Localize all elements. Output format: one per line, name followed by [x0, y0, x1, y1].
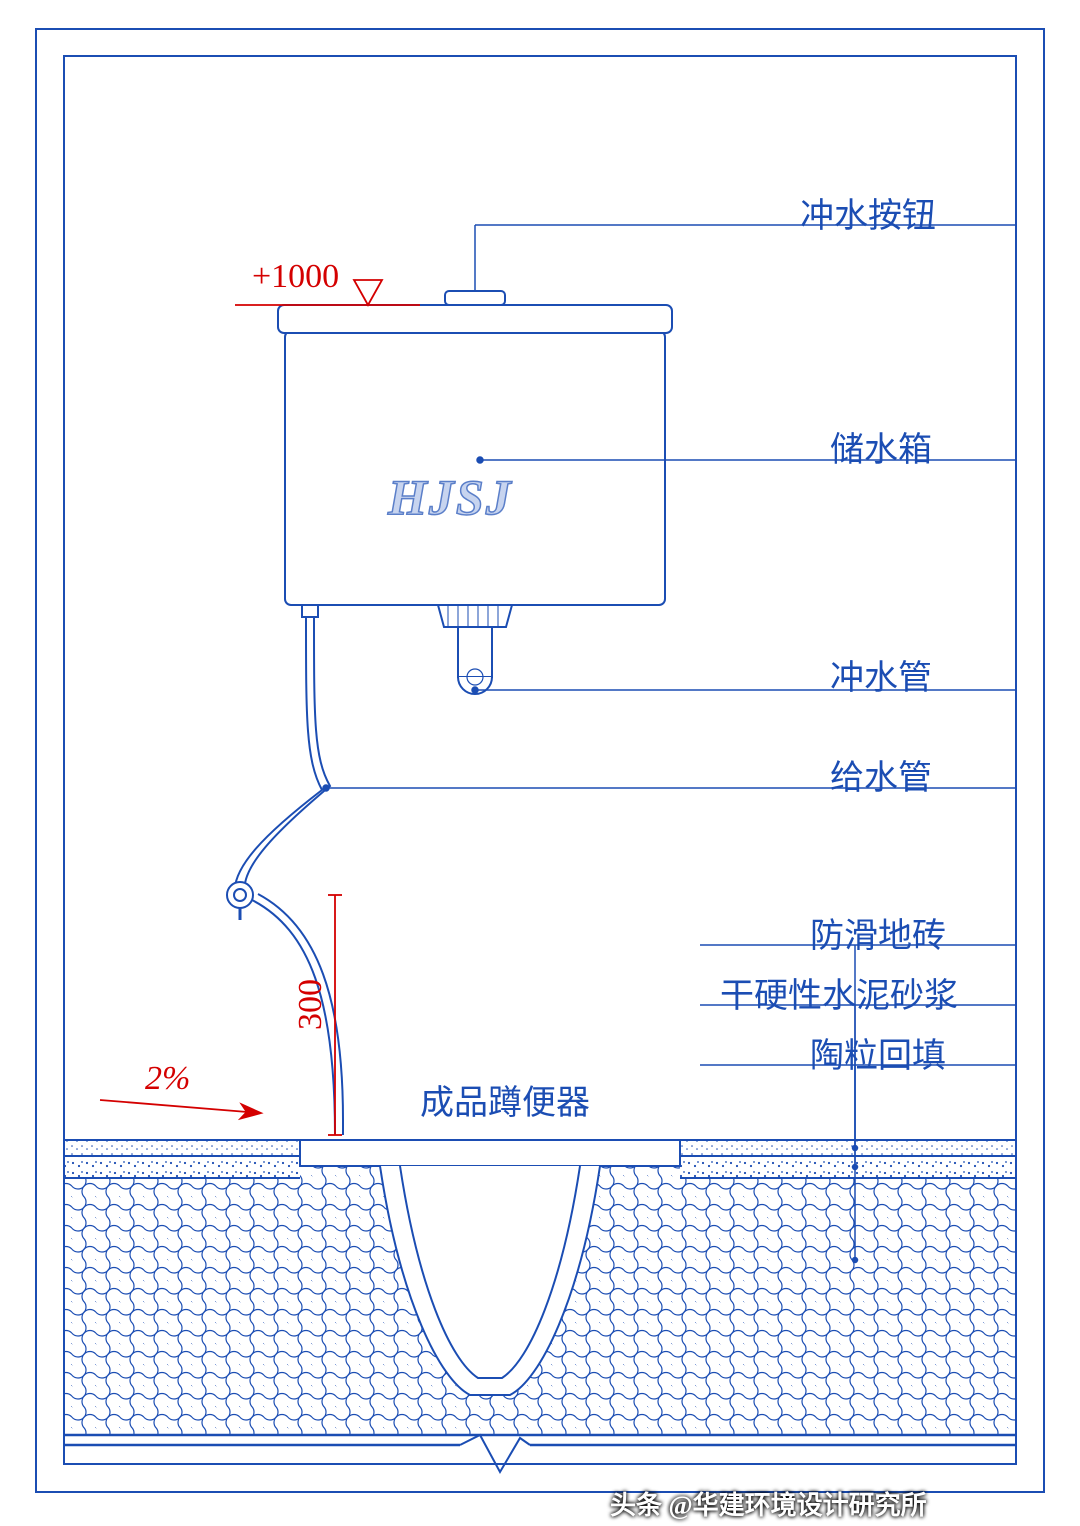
- footer-credit: 头条 @华建环境设计研究所: [610, 1485, 927, 1522]
- supply-pipe: [227, 617, 343, 1135]
- label-water-tank: 储水箱: [830, 422, 932, 471]
- dim-300: 300: [292, 979, 330, 1030]
- label-flush-pipe: 冲水管: [830, 650, 932, 699]
- dim-slope: 2%: [145, 1060, 190, 1098]
- tank-logo: HJSJ: [388, 468, 513, 526]
- label-supply-pipe: 给水管: [830, 750, 932, 799]
- dim-elevation: +1000: [252, 258, 339, 296]
- label-flush-button: 冲水按钮: [800, 188, 936, 237]
- label-dry-mortar: 干硬性水泥砂浆: [720, 968, 958, 1017]
- label-antislip-tile: 防滑地砖: [810, 908, 946, 957]
- label-ceramsite-fill: 陶粒回填: [810, 1028, 946, 1077]
- flush-button: [445, 291, 505, 305]
- label-squat-toilet: 成品蹲便器: [420, 1075, 590, 1124]
